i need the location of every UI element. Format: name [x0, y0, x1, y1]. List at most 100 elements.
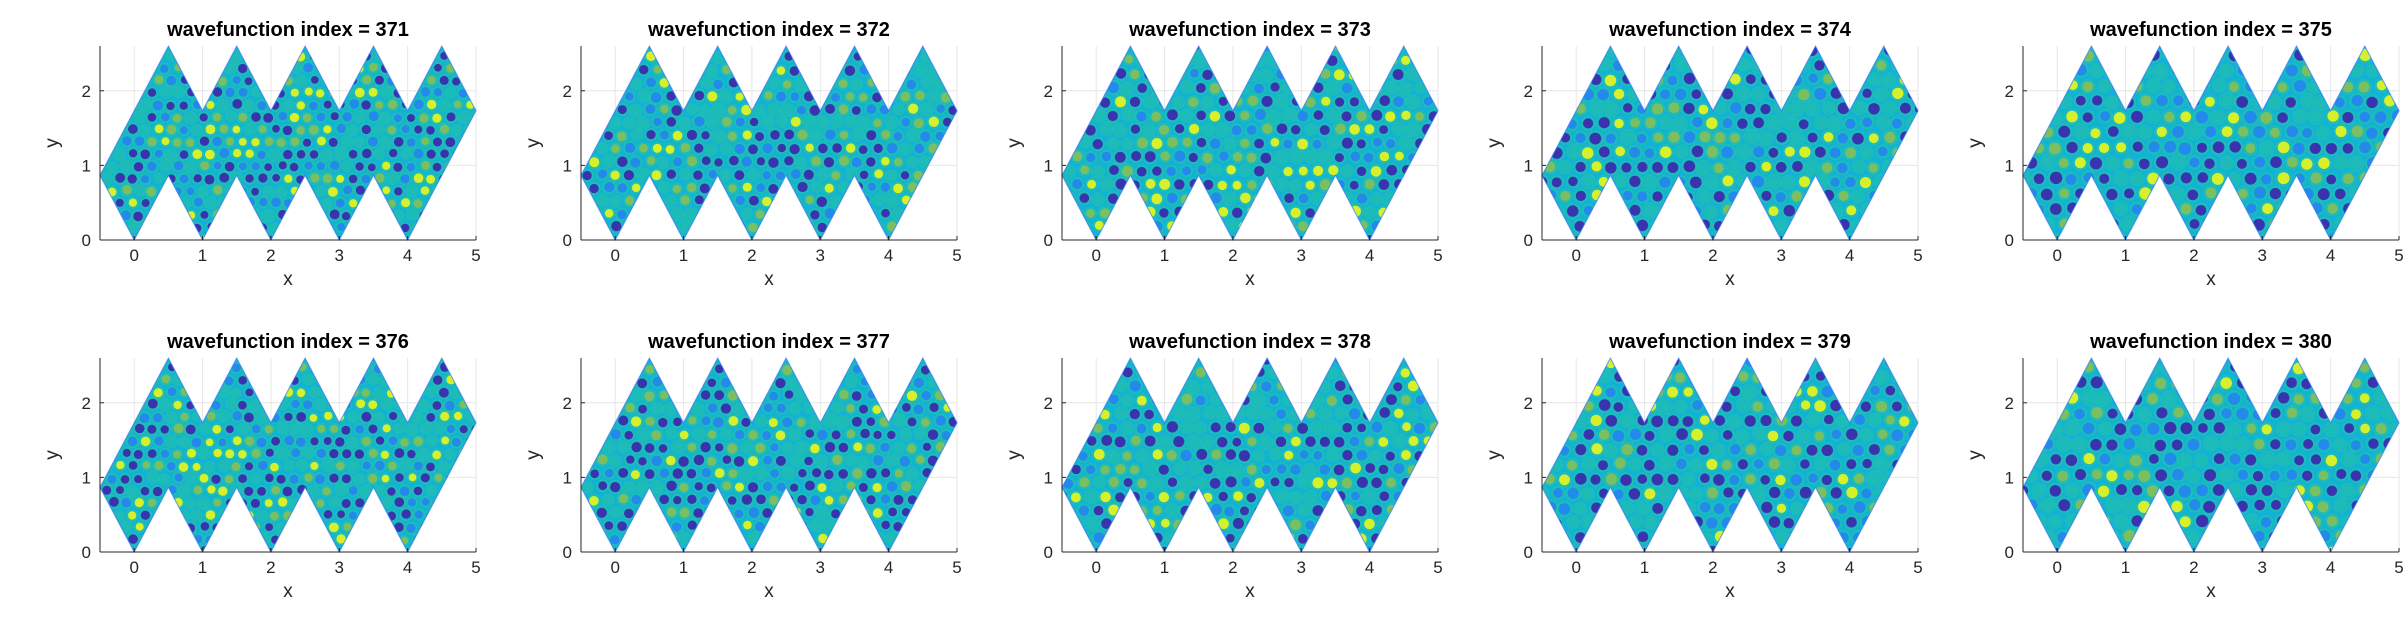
wave-ring: [1720, 57, 1735, 72]
wave-ring: [340, 62, 353, 75]
wave-ring: [670, 182, 684, 196]
wave-blob: [225, 63, 235, 73]
wave-ring: [588, 232, 603, 240]
wave-ring: [1843, 116, 1858, 132]
wave-blob: [2024, 66, 2036, 78]
wave-ring: [100, 46, 107, 49]
wave-blob: [446, 498, 456, 507]
wave-ring: [404, 422, 419, 437]
wave-blob: [1092, 166, 1103, 177]
wave-blob: [400, 438, 409, 447]
wave-blob: [180, 412, 189, 421]
wave-ring: [1266, 193, 1280, 206]
wave-blob: [1814, 146, 1826, 158]
wave-ring: [684, 127, 700, 143]
wave-ring: [347, 484, 360, 497]
wave-ring: [242, 484, 256, 498]
wave-blob: [1393, 96, 1404, 107]
wave-blob: [908, 103, 919, 114]
wave-ring: [1842, 233, 1858, 240]
wave-ring: [2315, 63, 2332, 80]
wave-blob: [1543, 220, 1555, 232]
wave-ring: [1888, 203, 1906, 220]
wave-ring: [1720, 173, 1736, 189]
wave-blob: [1659, 146, 1672, 158]
wave-ring: [938, 168, 954, 184]
wave-blob: [1202, 69, 1213, 80]
wave-blob: [2211, 172, 2224, 185]
wave-blob: [1823, 46, 1833, 55]
wave-blob: [1622, 190, 1633, 201]
wave-blob: [1136, 111, 1147, 122]
wave-ring: [1542, 130, 1557, 146]
wave-ring: [2291, 233, 2307, 240]
wave-ring: [644, 154, 658, 168]
wave-blob: [1728, 161, 1741, 174]
wave-blob: [776, 171, 785, 180]
wave-ring: [302, 85, 315, 98]
wave-blob: [264, 163, 273, 172]
wave-blob: [708, 170, 717, 179]
wave-ring: [1215, 46, 1229, 54]
wave-blob: [401, 75, 411, 84]
wave-blob: [374, 125, 384, 134]
wave-ring: [2038, 186, 2056, 203]
wave-blob: [419, 548, 429, 552]
wave-ring: [2097, 78, 2112, 94]
wave-blob: [426, 413, 436, 422]
wave-ring: [366, 85, 380, 99]
wave-ring: [2275, 80, 2290, 95]
wave-blob: [2083, 233, 2095, 240]
wave-ring: [1172, 148, 1188, 164]
wave-ring: [670, 50, 685, 65]
wave-ring: [145, 46, 159, 50]
wave-blob: [140, 486, 150, 496]
wave-blob: [108, 62, 119, 73]
wave-ring: [1090, 164, 1105, 179]
wave-blob: [1211, 165, 1221, 175]
wave-ring: [100, 497, 106, 511]
wave-ring: [939, 195, 953, 209]
wave-blob: [2335, 125, 2347, 138]
wave-ring: [1650, 218, 1665, 233]
wave-ring: [2056, 155, 2071, 171]
wave-blob: [872, 92, 882, 103]
wave-ring: [1179, 108, 1194, 123]
wave-blob: [812, 182, 821, 191]
wave-blob: [173, 423, 184, 434]
wave-ring: [404, 521, 418, 535]
wave-blob: [128, 534, 138, 544]
subplot-title: wavefunction index = 371: [166, 19, 409, 41]
wave-ring: [171, 448, 184, 461]
wave-ring: [177, 172, 191, 186]
wave-ring: [2333, 155, 2349, 170]
wave-blob: [2148, 141, 2160, 153]
wave-blob: [1385, 220, 1397, 232]
wave-blob: [1668, 131, 1680, 143]
wave-ring: [326, 135, 340, 149]
wave-blob: [886, 143, 898, 154]
wave-blob: [2335, 34, 2347, 46]
wave-ring: [431, 520, 446, 534]
wave-blob: [749, 117, 759, 127]
wave-blob: [362, 461, 371, 470]
wave-ring: [1704, 232, 1720, 240]
wave-ring: [391, 160, 405, 175]
wave-ring: [321, 532, 335, 546]
wave-ring: [1681, 128, 1698, 146]
wave-ring: [120, 46, 134, 50]
wave-ring: [470, 135, 476, 148]
wave-blob: [630, 105, 641, 116]
wave-ring: [1595, 86, 1612, 103]
wave-blob: [638, 223, 647, 232]
wave-blob: [446, 112, 456, 122]
wave-blob: [1730, 46, 1741, 55]
wave-ring: [829, 168, 843, 183]
wave-blob: [102, 485, 112, 495]
wave-ring: [112, 533, 126, 548]
wave-blob: [2205, 126, 2217, 138]
wave-blob: [1622, 131, 1634, 143]
wave-ring: [622, 193, 637, 208]
wave-blob: [303, 62, 314, 73]
wave-blob: [1262, 46, 1274, 52]
